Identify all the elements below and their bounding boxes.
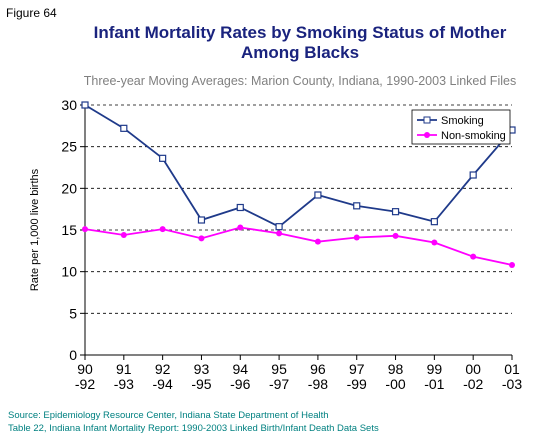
y-tick-label: 30 [61, 97, 77, 113]
x-tick-label: -01 [424, 376, 444, 392]
data-point [159, 154, 167, 162]
chart-title: Among Blacks [241, 43, 359, 62]
source-note: Source: Epidemiology Resource Center, In… [8, 410, 329, 421]
x-tick-label: 91 [116, 361, 132, 377]
x-tick-label: 97 [349, 361, 365, 377]
data-point [82, 226, 88, 233]
legend-label: Non-smoking [441, 130, 506, 142]
y-tick-label: 20 [61, 180, 77, 196]
data-point [469, 171, 477, 179]
x-tick-label: -96 [230, 376, 250, 392]
x-tick-label: -92 [75, 376, 95, 392]
data-point [430, 218, 438, 226]
legend-label: Smoking [441, 115, 484, 127]
y-tick-label: 15 [61, 222, 77, 238]
x-tick-label: 93 [194, 361, 210, 377]
x-tick-label: -98 [308, 376, 328, 392]
y-tick-label: 0 [69, 347, 77, 363]
y-axis-label: Rate per 1,000 live births [29, 168, 41, 291]
data-point [509, 262, 515, 268]
x-tick-label: 94 [232, 361, 248, 377]
data-point [236, 203, 244, 212]
data-point [392, 232, 399, 239]
data-point [353, 202, 361, 210]
data-point [314, 191, 322, 199]
x-tick-label: 00 [465, 361, 481, 377]
figure-label: Figure 64 [6, 6, 57, 20]
x-tick-label: -97 [269, 376, 289, 392]
x-tick-label: -95 [191, 376, 211, 392]
x-tick-label: -94 [153, 376, 173, 392]
x-tick-label: -02 [463, 376, 483, 392]
data-point [197, 216, 206, 224]
data-point [237, 224, 244, 231]
x-tick-label: -99 [347, 376, 367, 392]
data-point [470, 253, 477, 260]
x-tick-label: -03 [502, 376, 522, 392]
data-point [120, 124, 128, 132]
data-point [431, 239, 438, 246]
chart-subtitle: Three-year Moving Averages: Marion Count… [84, 74, 516, 88]
x-tick-label: 92 [155, 361, 171, 377]
x-tick-label: 98 [388, 361, 404, 377]
y-tick-label: 25 [61, 139, 77, 155]
series-line [84, 104, 513, 228]
y-tick-label: 10 [61, 264, 77, 280]
data-point [198, 235, 205, 242]
data-point [159, 226, 166, 233]
y-tick-label: 5 [69, 305, 77, 321]
legend-marker [424, 132, 430, 138]
data-point [314, 238, 321, 245]
x-tick-label: 90 [77, 361, 93, 377]
x-tick-label: -00 [385, 376, 405, 392]
x-tick-label: 01 [504, 361, 520, 377]
legend-box [411, 109, 511, 145]
source-note: Table 22, Indiana Infant Mortality Repor… [8, 423, 379, 434]
x-tick-label: 96 [310, 361, 326, 377]
data-point [275, 223, 283, 231]
data-point [120, 232, 127, 238]
legend-marker [423, 116, 431, 124]
x-tick-label: 99 [427, 361, 443, 377]
x-tick-label: -93 [114, 376, 134, 392]
x-tick-label: 95 [271, 361, 287, 377]
series-line [84, 226, 513, 266]
data-point [353, 234, 360, 241]
data-point [81, 101, 89, 109]
data-point [391, 208, 400, 216]
chart-title: Infant Mortality Rates by Smoking Status… [94, 23, 507, 42]
data-point [276, 230, 283, 237]
